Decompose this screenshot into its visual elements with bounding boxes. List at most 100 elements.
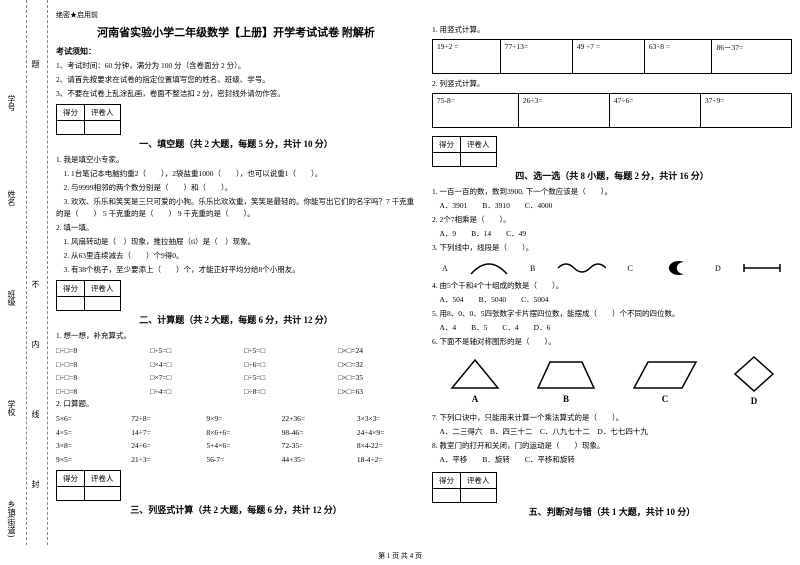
shape-d: D [732,354,776,406]
shape-b: B [534,356,598,404]
cell: □×□=63 [338,385,416,399]
binding-spine: 乡镇(街道) 封 学校 线 内 班级 不 姓名 学号 题 [0,0,48,545]
left-column: 绝密★启用前 河南省实验小学二年级数学【上册】开学考试试卷 附解析 考试须知： … [56,10,416,545]
q4-line: A．3901 B．3910 C．4000 [432,200,792,212]
spine-label: 题 [30,60,41,68]
cell: 9×5= [56,453,115,467]
q2-lead: 1. 想一想，补充算式。 [56,330,416,342]
diamond-icon [732,354,776,394]
q4-line: A．504 B．5040 C．5004 [432,294,792,306]
score-cell: 得分 [57,281,85,297]
cell: 22+36= [282,412,341,426]
shape-d-label: D [732,396,776,406]
section-3-title: 三、列竖式计算（共 2 大题，每题 6 分，共计 12 分） [56,503,416,516]
score-table: 得分评卷人 [56,280,121,311]
triangle-icon [448,356,502,392]
q1-line: 2. 从63里连续减去（ ）个9得0。 [56,250,416,262]
cell: □÷□=8 [56,371,134,385]
vcell: 26÷3= [518,94,609,128]
vcell: 77÷13= [500,40,572,74]
spine-label: 不 [30,280,41,288]
spine-label: 学校 [6,400,17,416]
score-blank [57,121,85,135]
vcell: 49 ÷7 = [572,40,644,74]
cell: □÷6=□ [244,358,322,372]
cell: 24÷6= [131,439,190,453]
choice-c-label: C [628,264,633,273]
cell: □×□=24 [338,344,416,358]
cell: 21÷3= [131,453,190,467]
shape-a: A [448,356,502,404]
q4-line: 2. 2个7相乘是（ ）。 [432,214,792,226]
marker-cell: 评卷人 [461,137,497,153]
cell: 72-35= [282,439,341,453]
spine-dash [26,0,27,545]
cell: 8×6+6= [206,426,265,440]
score-table: 得分评卷人 [56,470,121,501]
score-cell: 得分 [433,473,461,489]
cell: 5+4×6= [206,439,265,453]
choice-d-label: D [715,264,721,273]
cell: □÷8=□ [244,385,322,399]
q2-lead2: 2. 口算题。 [56,398,416,410]
score-table: 得分评卷人 [432,472,497,503]
q1-line: 3. 有38个桃子，至少要添上（ ）个，才能正好平均分给8个小朋友。 [56,264,416,276]
crescent-icon [654,260,694,276]
cell: □÷5=□ [150,344,228,358]
q4-line: A．4 B．5 C．4 D．6 [432,322,792,334]
q3-table2: 75-8= 26÷3= 47÷6= 37÷9= [432,93,792,128]
q2-grid2: 5×6=72÷8=9×9=22+36=3×3×3= 4×5=14÷7=8×6+6… [56,412,416,466]
choice-a-label: A [442,264,448,273]
cell: 5×6= [56,412,115,426]
q3-lead1: 1. 用竖式计算。 [432,24,792,36]
q1-line: 2. 填一填。 [56,222,416,234]
vcell: 37÷9= [700,94,791,128]
cell: 98-46= [282,426,341,440]
cell: □÷5=□ [244,344,322,358]
cell: □×7=□ [150,371,228,385]
score-table: 得分评卷人 [56,104,121,135]
q4-line: 4. 由5个千和4个十组成的数是（ ）。 [432,280,792,292]
cell: 9×9= [206,412,265,426]
section-2-title: 二、计算题（共 2 大题，每题 6 分，共计 12 分） [56,313,416,326]
score-cell: 得分 [57,471,85,487]
section-5-title: 五、判断对与错（共 1 大题，共计 10 分） [432,505,792,518]
notice-heading: 考试须知： [56,46,416,57]
q4-line: 8. 教室门的打开和关闭，门的运动是（ ）现象。 [432,440,792,452]
rule-3: 3、不要在试卷上乱涂乱画，卷面不整洁扣 2 分，密封线外请勿作答。 [56,88,416,100]
spine-label: 内 [30,340,41,348]
page-title: 河南省实验小学二年级数学【上册】开学考试试卷 附解析 [56,24,416,40]
section-1-title: 一、填空题（共 2 大题，每题 5 分，共计 10 分） [56,137,416,150]
shape-c-label: C [630,394,700,404]
q4-line: 6. 下面不是轴对称图形的是（ ）。 [432,336,792,348]
shape-choices: A B C D [432,354,792,406]
cell: □÷□=8 [56,344,134,358]
spine-label: 学号 [6,95,17,111]
q3-table1: 19÷2 = 77÷13= 49 ÷7 = 63÷8 = 86－37= [432,39,792,74]
marker-cell: 评卷人 [85,471,121,487]
score-blank [57,487,85,501]
q4-line: 3. 下列线中，线段是（ ）。 [432,242,792,254]
score-cell: 得分 [57,105,85,121]
spine-label: 乡镇(街道) [6,500,17,537]
q1-line: 1. 1台笔记本电脑约重2（ ），2袋盐重1000（ ），也可以说重1（ ）。 [56,168,416,180]
q1-line: 1. 风扇转动是（ ）现象，推拉抽屉（tì）是（ ）现象。 [56,236,416,248]
score-cell: 得分 [433,137,461,153]
vcell: 86－37= [712,40,792,74]
marker-blank [85,487,121,501]
cell: 4×5= [56,426,115,440]
shape-c: C [630,356,700,404]
page-footer: 第 1 页 共 4 页 [0,551,800,561]
cell: □÷5=□ [244,371,322,385]
cell: 72÷8= [131,412,190,426]
shape-a-label: A [448,394,502,404]
cell: □×□=32 [338,358,416,372]
vcell: 19÷2 = [433,40,501,74]
cell: □÷□=8 [56,358,134,372]
rule-1: 1、考试时间：60 分钟，满分为 100 分（含卷面分 2 分）。 [56,60,416,72]
cell: □×□=35 [338,371,416,385]
spine-label: 姓名 [6,190,17,206]
cell: □÷4=□ [150,385,228,399]
marker-cell: 评卷人 [85,105,121,121]
marker-blank [461,489,497,503]
